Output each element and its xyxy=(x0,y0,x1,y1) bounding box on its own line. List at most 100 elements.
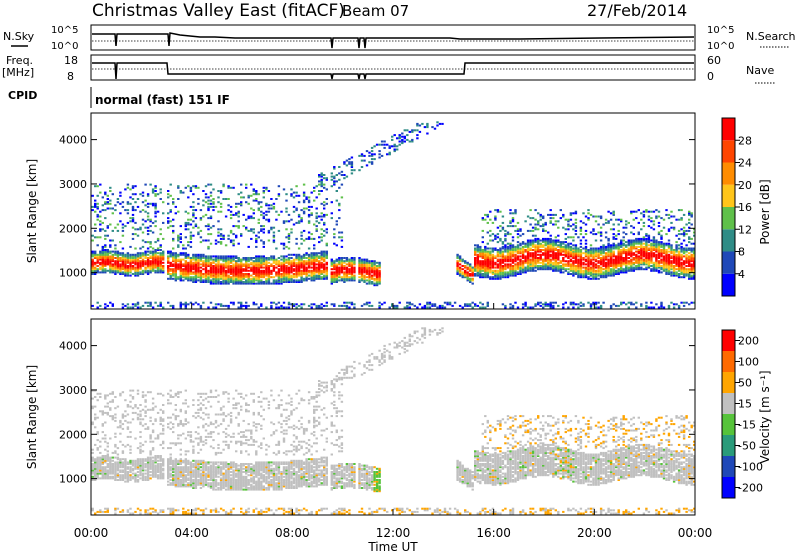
data-cell xyxy=(187,268,190,271)
data-cell xyxy=(302,271,306,274)
data-cell xyxy=(184,306,187,309)
data-cell xyxy=(323,277,326,280)
data-cell xyxy=(94,205,97,208)
data-cell xyxy=(255,303,258,306)
data-cell xyxy=(587,301,590,304)
data-cell xyxy=(509,258,512,261)
data-cell xyxy=(285,266,288,269)
data-cell xyxy=(627,253,630,256)
data-cell xyxy=(489,260,492,263)
data-cell xyxy=(96,194,99,197)
data-cell xyxy=(267,271,271,274)
data-cell xyxy=(121,234,125,237)
data-cell xyxy=(393,134,396,137)
data-cell xyxy=(240,276,243,279)
data-cell xyxy=(632,218,635,221)
data-cell xyxy=(109,207,112,210)
data-cell xyxy=(325,242,328,245)
data-cell xyxy=(265,263,268,266)
data-cell xyxy=(333,236,336,239)
data-cell xyxy=(579,257,583,259)
data-cell xyxy=(375,273,379,275)
data-cell xyxy=(501,260,505,263)
data-cell xyxy=(169,250,172,253)
data-cell xyxy=(544,221,547,224)
data-cell xyxy=(260,260,263,263)
data-cell xyxy=(202,255,205,258)
data-cell xyxy=(217,241,220,244)
data-cell xyxy=(139,252,142,255)
data-cell xyxy=(187,265,190,267)
data-cell xyxy=(207,196,210,199)
data-cell xyxy=(677,266,681,269)
data-cell xyxy=(182,252,185,255)
data-cell xyxy=(680,265,683,267)
data-cell xyxy=(154,257,157,259)
data-cell xyxy=(461,276,464,279)
data-cell xyxy=(229,266,233,269)
data-cell xyxy=(91,466,94,469)
data-cell xyxy=(310,271,313,274)
data-cell xyxy=(187,276,190,279)
data-cell xyxy=(290,265,293,267)
data-cell xyxy=(245,269,248,272)
data-cell xyxy=(650,255,653,258)
colorbar-tick-label: 12 xyxy=(738,223,752,236)
data-cell xyxy=(172,237,175,240)
data-cell xyxy=(101,475,104,478)
data-cell xyxy=(549,250,552,253)
data-cell xyxy=(240,196,243,199)
data-cell xyxy=(109,263,112,266)
data-cell xyxy=(245,226,248,229)
data-cell xyxy=(345,306,349,309)
data-cell xyxy=(247,258,250,261)
data-cell xyxy=(690,237,693,240)
data-cell xyxy=(640,304,643,307)
data-cell xyxy=(257,266,260,269)
data-cell xyxy=(615,244,618,247)
data-cell xyxy=(300,257,303,259)
data-cell xyxy=(617,258,620,261)
data-cell xyxy=(116,253,120,256)
data-cell xyxy=(167,273,170,275)
data-cell xyxy=(126,271,130,274)
data-cell xyxy=(207,205,210,208)
data-cell xyxy=(491,221,495,224)
data-cell xyxy=(554,263,557,266)
data-cell xyxy=(106,201,109,204)
data-cell xyxy=(348,306,351,309)
data-cell xyxy=(446,301,449,304)
data-cell xyxy=(604,271,608,274)
data-cell xyxy=(106,252,109,255)
data-cell xyxy=(396,304,399,307)
data-cell xyxy=(313,266,316,269)
data-cell xyxy=(539,257,542,259)
data-cell xyxy=(255,265,258,267)
data-cell xyxy=(375,276,379,279)
data-cell xyxy=(589,277,593,280)
data-cell xyxy=(630,261,633,264)
data-cell xyxy=(247,260,250,263)
data-cell xyxy=(584,269,588,272)
data-cell xyxy=(481,268,484,271)
noise-sky-trace xyxy=(92,32,695,49)
data-cell xyxy=(662,226,666,229)
data-cell xyxy=(657,233,661,236)
data-cell xyxy=(265,265,268,267)
data-cell xyxy=(189,263,193,266)
data-cell xyxy=(245,265,248,267)
data-cell xyxy=(589,260,593,263)
data-cell xyxy=(282,260,286,263)
data-cell xyxy=(340,276,344,279)
data-cell xyxy=(441,306,444,309)
data-cell xyxy=(96,463,99,465)
data-cell xyxy=(197,258,200,261)
data-cell xyxy=(650,217,653,220)
data-cell xyxy=(91,266,94,269)
data-cell xyxy=(174,268,177,271)
data-cell xyxy=(647,265,651,267)
data-cell xyxy=(577,303,580,306)
data-cell xyxy=(599,249,603,251)
data-cell xyxy=(589,250,593,253)
data-cell xyxy=(209,217,213,220)
